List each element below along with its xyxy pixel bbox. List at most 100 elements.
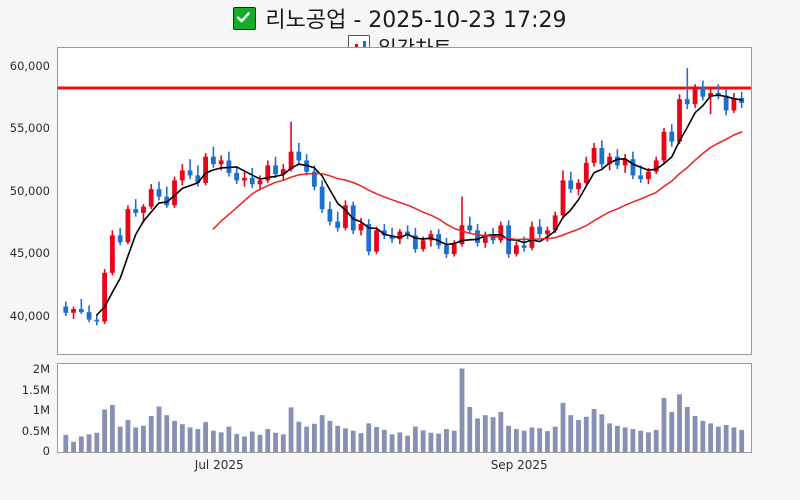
candlestick: [172, 176, 177, 208]
candlestick: [444, 237, 449, 258]
volume-bar: [506, 425, 512, 452]
volume-chart-panel[interactable]: [57, 363, 752, 453]
volume-chart-canvas: [63, 368, 745, 452]
volume-bar: [148, 415, 154, 452]
volume-bar: [335, 425, 341, 452]
candlestick: [684, 67, 690, 110]
candlestick: [148, 184, 154, 210]
volume-bar: [490, 417, 496, 452]
volume-bar: [576, 420, 581, 452]
volume-bar: [420, 430, 426, 452]
volume-bar: [210, 430, 216, 452]
volume-bar: [607, 423, 613, 452]
volume-bar: [109, 404, 115, 452]
volume-bar: [475, 418, 480, 452]
candlestick: [156, 181, 162, 201]
volume-bar: [669, 411, 675, 452]
check-icon: [233, 6, 257, 30]
volume-bar: [195, 429, 201, 452]
candlestick: [405, 225, 411, 240]
candlestick: [482, 231, 488, 248]
price-y-tick-label: 55,000: [9, 121, 50, 136]
volume-bar: [374, 427, 379, 452]
chart-title-row: 리노공업 - 2025-10-23 17:29: [0, 2, 800, 34]
volume-y-tick-label: 0: [42, 444, 50, 458]
candlestick: [560, 170, 566, 218]
volume-bar: [218, 432, 224, 452]
volume-bar: [226, 426, 232, 452]
price-y-tick-label: 50,000: [9, 183, 50, 198]
price-y-tick-label: 40,000: [9, 308, 50, 323]
volume-bar: [591, 409, 597, 452]
candlestick: [412, 227, 418, 253]
volume-bar: [389, 434, 395, 452]
candlestick: [723, 89, 729, 116]
price-y-tick-label: 60,000: [9, 58, 50, 73]
volume-bar: [638, 430, 644, 452]
candlestick: [187, 159, 193, 180]
volume-bar: [498, 411, 504, 452]
volume-bar: [599, 414, 605, 452]
volume-bar: [280, 434, 286, 452]
volume-bar: [397, 432, 403, 452]
price-y-tick-label: 45,000: [9, 246, 50, 261]
candlestick: [242, 171, 247, 187]
volume-bar: [242, 436, 247, 452]
candlestick: [366, 219, 372, 256]
candlestick: [125, 205, 131, 245]
volume-bar: [358, 433, 364, 452]
candlestick: [700, 80, 706, 101]
volume-bar: [715, 426, 721, 452]
candlestick: [164, 186, 170, 208]
candlestick: [467, 216, 473, 235]
candlestick: [715, 84, 721, 100]
candlestick: [583, 156, 589, 186]
candlestick: [265, 160, 271, 183]
candlestick: [731, 92, 737, 113]
candlestick: [109, 230, 115, 276]
volume-bar: [381, 429, 387, 452]
candlestick: [374, 226, 379, 255]
volume-bar: [343, 428, 348, 452]
volume-bar: [102, 409, 108, 452]
volume-bar: [568, 415, 574, 452]
volume-bar: [234, 433, 240, 452]
candlestick: [607, 152, 613, 171]
volume-bar: [428, 432, 434, 452]
volume-bar: [692, 415, 698, 452]
volume-bar: [708, 423, 714, 452]
volume-bar: [405, 435, 411, 452]
candlestick: [529, 221, 535, 251]
candlestick: [234, 166, 240, 185]
volume-bar: [296, 421, 302, 452]
candlestick: [226, 151, 232, 177]
volume-bar: [739, 429, 745, 452]
candlestick: [498, 221, 504, 243]
volume-bar: [653, 429, 659, 452]
volume-bar: [63, 434, 69, 452]
volume-bar: [583, 416, 589, 452]
candlestick: [141, 204, 146, 223]
volume-y-tick-label: 1.5M: [21, 382, 50, 397]
volume-bar: [319, 415, 325, 452]
volume-bar: [86, 434, 92, 452]
candlestick: [630, 151, 636, 180]
ma-short-line: [96, 94, 743, 316]
volume-bar: [273, 432, 278, 452]
price-chart-panel[interactable]: [57, 47, 752, 355]
candlestick: [257, 175, 263, 191]
x-tick-label: Jul 2025: [194, 458, 244, 472]
x-tick-label: Sep 2025: [490, 458, 548, 472]
candlestick: [71, 306, 76, 320]
volume-bar: [622, 427, 628, 452]
volume-bar: [350, 430, 356, 452]
volume-bar: [366, 423, 372, 452]
candlestick: [358, 217, 364, 236]
candlestick: [86, 305, 92, 323]
candlestick: [381, 224, 387, 240]
volume-bar: [731, 427, 737, 452]
volume-bar: [94, 432, 100, 452]
volume-bar: [141, 425, 146, 452]
candlestick: [708, 87, 714, 115]
